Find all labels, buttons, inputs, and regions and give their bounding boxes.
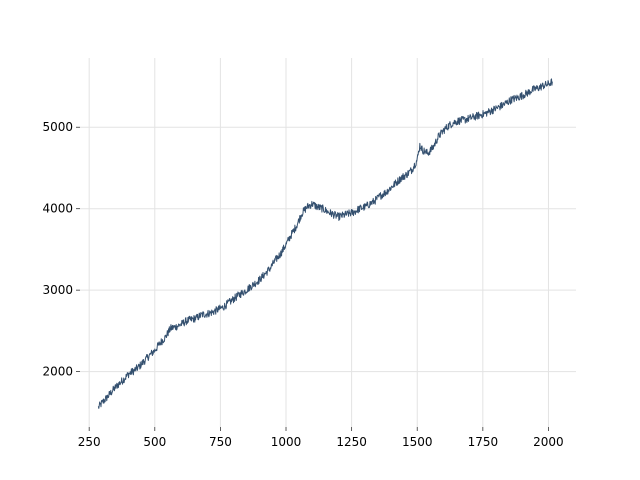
x-tick-label: 250 [78, 435, 101, 449]
axes: 250 500 750 1000 1250 1500 1750 2000 2000 3000 400… [42, 120, 563, 449]
y-tick-label: 5000 [42, 120, 73, 134]
x-tick-label: 2000 [533, 435, 564, 449]
series-layer [97, 78, 553, 409]
x-tick-label: 500 [143, 435, 166, 449]
x-tick-label: 1250 [336, 435, 367, 449]
x-tick-label: 750 [209, 435, 232, 449]
grid [80, 58, 576, 427]
y-tick-label: 3000 [42, 283, 73, 297]
y-tick-label: 4000 [42, 202, 73, 216]
x-tick-label: 1000 [271, 435, 302, 449]
series-line [97, 78, 553, 409]
x-tick-label: 1500 [402, 435, 433, 449]
y-tick-label: 2000 [42, 365, 73, 379]
x-tick-label: 1750 [468, 435, 499, 449]
